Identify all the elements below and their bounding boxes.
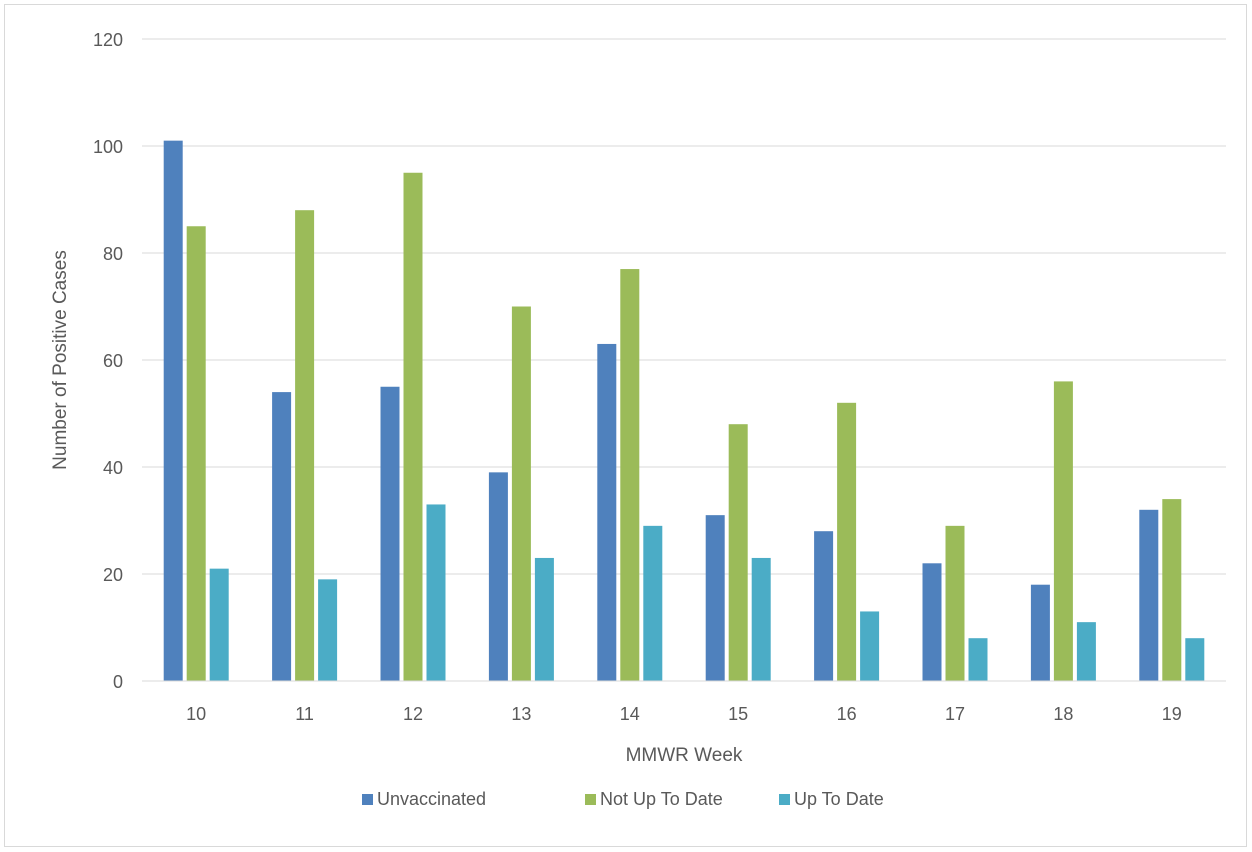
gridlines [142,38,1226,575]
y-axis-title: Number of Positive Cases [50,250,71,470]
y-tick-label: 20 [103,565,123,585]
y-tick-label: 60 [103,351,123,371]
bar-not-up-to-date-week-14 [620,269,640,681]
bar-up-to-date-week-15 [751,557,771,681]
bar-unvaccinated-week-19 [1139,509,1159,681]
bar-unvaccinated-week-17 [922,563,942,681]
bar-not-up-to-date-week-18 [1053,381,1073,681]
bar-unvaccinated-week-13 [488,472,508,681]
x-tick-label: 11 [295,704,314,724]
bar-not-up-to-date-week-19 [1162,499,1182,681]
bar-up-to-date-week-10 [209,568,229,681]
legend: Unvaccinated Not Up To Date Up To Date [362,789,884,809]
y-tick-label: 40 [103,458,123,478]
x-tick-label: 12 [403,704,423,724]
x-tick-label: 17 [945,704,965,724]
y-axis-ticks: 0 20 40 60 80 100 120 [93,30,123,692]
bar-unvaccinated-week-11 [272,392,292,681]
bar-not-up-to-date-week-11 [295,210,315,681]
bar-up-to-date-week-17 [968,638,988,681]
bar-up-to-date-week-18 [1076,622,1096,681]
bar-unvaccinated-week-12 [380,386,400,681]
legend-label: Not Up To Date [600,789,723,809]
bar-unvaccinated-week-18 [1030,584,1050,681]
legend-swatch [585,794,596,805]
bar-unvaccinated-week-15 [705,515,725,681]
x-tick-label: 18 [1053,704,1073,724]
bar-up-to-date-week-11 [318,579,338,681]
bars [163,140,1205,681]
x-tick-label: 13 [511,704,531,724]
bar-not-up-to-date-week-10 [186,226,206,681]
bar-up-to-date-week-16 [860,611,880,681]
y-tick-label: 120 [93,30,123,50]
x-axis-title: MMWR Week [626,745,743,766]
y-tick-label: 0 [113,672,123,692]
legend-label: Unvaccinated [377,789,486,809]
bar-up-to-date-week-13 [534,557,554,681]
bar-unvaccinated-week-16 [814,531,834,681]
bar-up-to-date-week-12 [426,504,446,681]
x-tick-label: 10 [186,704,206,724]
x-tick-label: 14 [620,704,640,724]
x-axis-ticks: 10 11 12 13 14 15 16 17 18 19 [186,704,1182,724]
bar-not-up-to-date-week-15 [728,424,748,681]
bar-up-to-date-week-19 [1185,638,1205,681]
x-tick-label: 15 [728,704,748,724]
bar-not-up-to-date-week-17 [945,525,965,681]
legend-swatch [362,794,373,805]
bar-not-up-to-date-week-13 [511,306,531,681]
x-tick-label: 19 [1162,704,1182,724]
y-tick-label: 100 [93,137,123,157]
bar-unvaccinated-week-10 [163,140,183,681]
y-tick-label: 80 [103,244,123,264]
legend-label: Up To Date [794,789,884,809]
bar-not-up-to-date-week-16 [837,402,857,681]
x-tick-label: 16 [837,704,857,724]
bar-not-up-to-date-week-12 [403,172,423,681]
legend-swatch [779,794,790,805]
bar-up-to-date-week-14 [643,525,663,681]
bar-unvaccinated-week-14 [597,343,617,681]
